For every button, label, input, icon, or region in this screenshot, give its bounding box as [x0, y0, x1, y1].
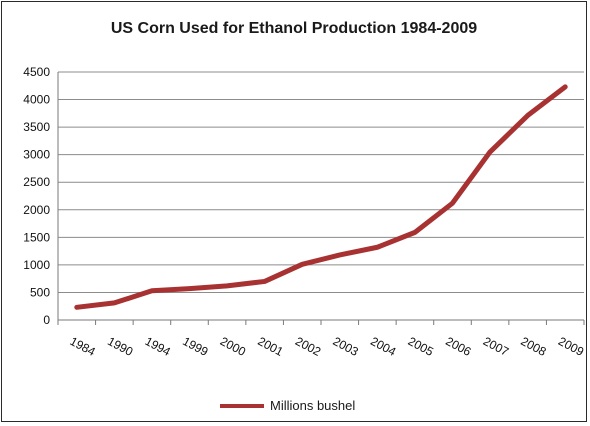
data-point	[376, 246, 378, 248]
x-tick-label: 2005	[406, 334, 436, 359]
y-tick-label: 1000	[23, 258, 50, 272]
x-tick-label: 2000	[218, 334, 248, 359]
x-tick-label: 2003	[331, 334, 361, 359]
x-tick-label: 1990	[105, 334, 135, 359]
y-tick-label: 0	[43, 313, 50, 327]
data-point	[76, 306, 78, 308]
x-tick-label: 2006	[443, 334, 473, 359]
series-line	[74, 84, 568, 310]
y-tick-label: 2000	[23, 203, 50, 217]
y-tick-label: 3000	[23, 148, 50, 162]
legend-label: Millions bushel	[270, 398, 355, 413]
y-tick-label: 4500	[23, 65, 50, 79]
y-tick-label: 3500	[23, 120, 50, 134]
data-point	[226, 285, 228, 287]
data-point	[151, 290, 153, 292]
data-point	[113, 302, 115, 304]
chart-title: US Corn Used for Ethanol Production 1984…	[110, 20, 478, 37]
data-point	[339, 254, 341, 256]
x-tick-label: 1984	[68, 334, 98, 359]
x-tick-label: 1999	[180, 334, 210, 359]
data-point	[301, 263, 303, 265]
x-tick-label: 2008	[518, 334, 548, 359]
data-point	[527, 115, 529, 117]
data-point	[189, 288, 190, 290]
y-tick-label: 1500	[23, 230, 50, 244]
x-tick-label: 2009	[556, 334, 586, 359]
x-tick-label: 1994	[143, 334, 173, 359]
data-point	[414, 231, 416, 233]
y-tick-label: 2500	[23, 175, 50, 189]
x-tick-label: 2001	[255, 334, 285, 359]
data-point	[264, 280, 266, 282]
data-point	[564, 86, 566, 88]
x-tick-label: 2004	[368, 334, 398, 359]
y-tick-label: 500	[30, 285, 50, 299]
y-tick-label: 4000	[23, 93, 50, 107]
data-point	[489, 151, 491, 153]
x-tick-label: 2007	[481, 334, 511, 359]
x-tick-label: 2002	[293, 334, 323, 359]
data-point	[452, 202, 453, 204]
